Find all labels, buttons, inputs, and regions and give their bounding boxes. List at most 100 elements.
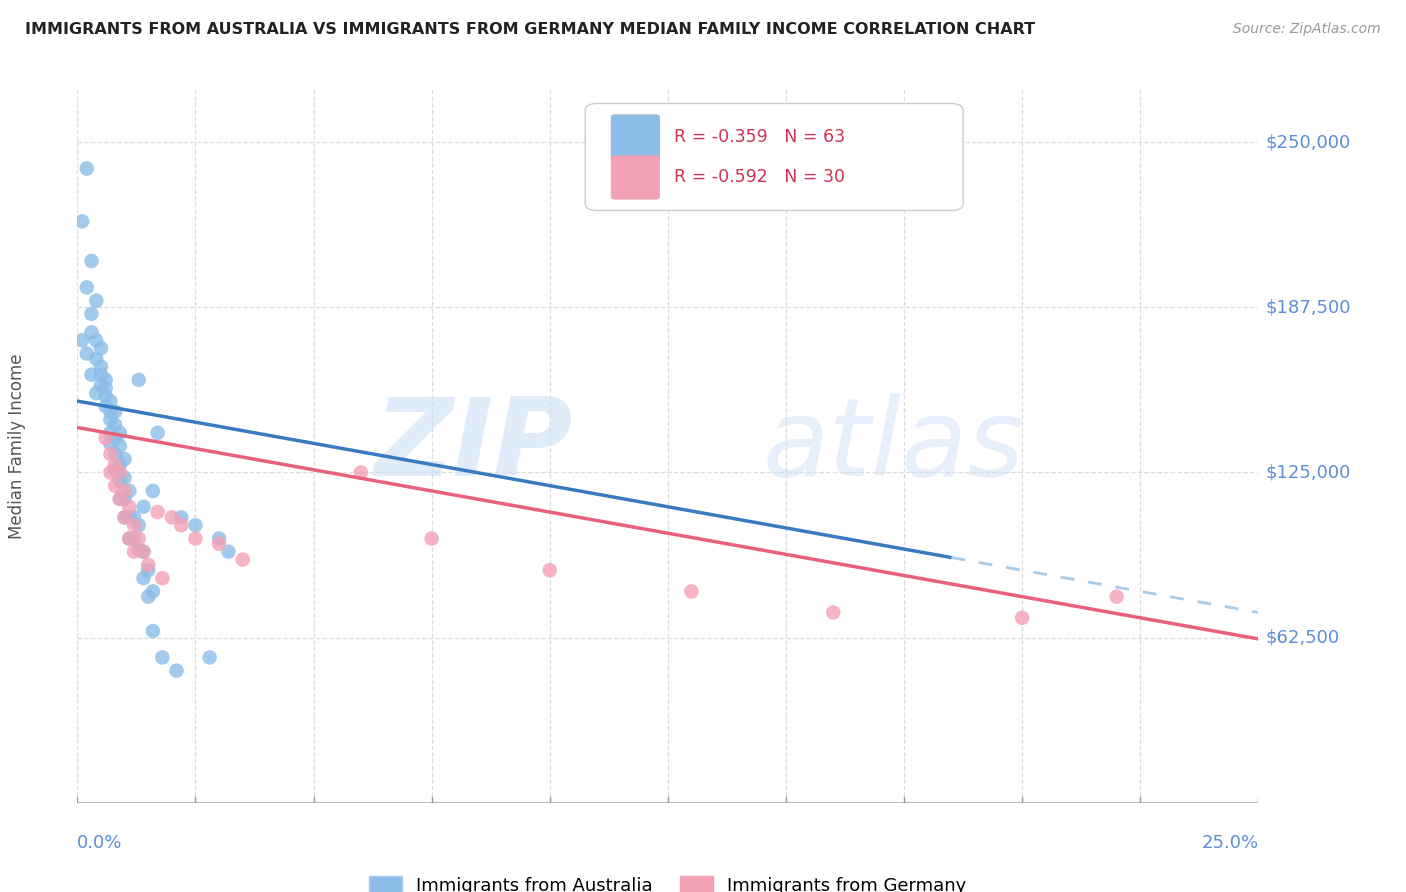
- Point: [350, 466, 373, 480]
- Point: [1105, 590, 1128, 604]
- Point: [100, 394, 122, 409]
- Text: 25.0%: 25.0%: [1201, 834, 1258, 852]
- Point: [90, 341, 112, 355]
- Point: [76, 280, 98, 294]
- Point: [132, 545, 155, 559]
- Text: Median Family Income: Median Family Income: [8, 353, 25, 539]
- Point: [114, 483, 136, 498]
- Point: [132, 571, 155, 585]
- Point: [100, 404, 122, 418]
- Text: ZIP: ZIP: [375, 393, 574, 499]
- Point: [114, 510, 136, 524]
- Point: [104, 431, 127, 445]
- Point: [100, 447, 122, 461]
- Point: [94, 400, 117, 414]
- Point: [108, 425, 131, 440]
- Point: [118, 483, 141, 498]
- Point: [681, 584, 703, 599]
- Point: [94, 389, 117, 403]
- Point: [146, 425, 169, 440]
- Point: [108, 458, 131, 472]
- Point: [108, 439, 131, 453]
- Point: [80, 326, 103, 340]
- FancyBboxPatch shape: [585, 103, 963, 211]
- Point: [104, 463, 127, 477]
- FancyBboxPatch shape: [612, 155, 659, 199]
- Point: [118, 532, 141, 546]
- Point: [166, 664, 188, 678]
- Point: [128, 518, 150, 533]
- Point: [184, 518, 207, 533]
- Point: [122, 510, 145, 524]
- Text: R = -0.592   N = 30: R = -0.592 N = 30: [673, 169, 845, 186]
- Point: [232, 552, 254, 566]
- Point: [142, 483, 165, 498]
- Point: [198, 650, 221, 665]
- Point: [84, 333, 107, 347]
- Text: $62,500: $62,500: [1265, 629, 1340, 647]
- Point: [80, 254, 103, 268]
- Point: [76, 346, 98, 360]
- Point: [118, 510, 141, 524]
- Text: $250,000: $250,000: [1265, 133, 1351, 151]
- Point: [104, 404, 127, 418]
- Point: [114, 491, 136, 506]
- Text: R = -0.359   N = 63: R = -0.359 N = 63: [673, 128, 845, 145]
- Point: [70, 333, 93, 347]
- Point: [170, 510, 193, 524]
- Point: [150, 650, 173, 665]
- FancyBboxPatch shape: [612, 115, 659, 159]
- Point: [80, 307, 103, 321]
- Point: [70, 214, 93, 228]
- Point: [218, 545, 240, 559]
- Point: [136, 558, 159, 572]
- Point: [142, 624, 165, 638]
- Point: [122, 545, 145, 559]
- Point: [136, 563, 159, 577]
- Point: [104, 447, 127, 461]
- Point: [122, 532, 145, 546]
- Point: [90, 368, 112, 382]
- Point: [122, 518, 145, 533]
- Point: [100, 466, 122, 480]
- Point: [94, 381, 117, 395]
- Text: 0.0%: 0.0%: [77, 834, 122, 852]
- Point: [538, 563, 561, 577]
- Point: [128, 373, 150, 387]
- Point: [208, 537, 231, 551]
- Point: [100, 436, 122, 450]
- Point: [100, 412, 122, 426]
- Point: [142, 584, 165, 599]
- Point: [90, 359, 112, 374]
- Point: [108, 491, 131, 506]
- Text: $125,000: $125,000: [1265, 464, 1351, 482]
- Text: atlas: atlas: [762, 393, 1024, 499]
- Point: [114, 452, 136, 467]
- Point: [90, 378, 112, 392]
- Point: [170, 518, 193, 533]
- Point: [823, 606, 845, 620]
- Legend: Immigrants from Australia, Immigrants from Germany: Immigrants from Australia, Immigrants fr…: [363, 869, 973, 892]
- Point: [108, 466, 131, 480]
- Point: [136, 590, 159, 604]
- Point: [118, 532, 141, 546]
- Point: [94, 373, 117, 387]
- Point: [420, 532, 443, 546]
- Point: [94, 431, 117, 445]
- Point: [114, 471, 136, 485]
- Point: [108, 491, 131, 506]
- Point: [76, 161, 98, 176]
- Point: [104, 478, 127, 492]
- Point: [132, 545, 155, 559]
- Point: [184, 532, 207, 546]
- Text: IMMIGRANTS FROM AUSTRALIA VS IMMIGRANTS FROM GERMANY MEDIAN FAMILY INCOME CORREL: IMMIGRANTS FROM AUSTRALIA VS IMMIGRANTS …: [25, 22, 1035, 37]
- Point: [114, 510, 136, 524]
- Point: [104, 417, 127, 432]
- Point: [118, 500, 141, 514]
- Point: [80, 368, 103, 382]
- Point: [132, 500, 155, 514]
- Point: [84, 293, 107, 308]
- Point: [208, 532, 231, 546]
- Point: [1011, 611, 1033, 625]
- Point: [128, 532, 150, 546]
